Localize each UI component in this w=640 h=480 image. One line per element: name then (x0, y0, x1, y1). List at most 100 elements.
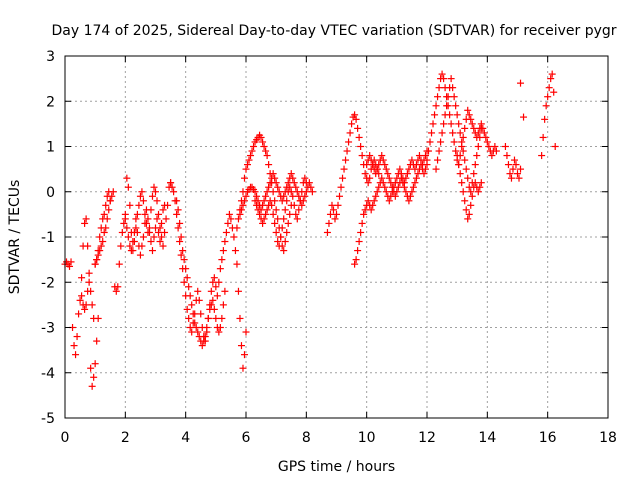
data-point (218, 314, 226, 322)
data-point (82, 215, 90, 223)
data-point (292, 183, 300, 191)
data-point (277, 233, 285, 241)
data-point (106, 197, 114, 205)
data-point (468, 192, 476, 200)
data-point (242, 192, 250, 200)
data-point (212, 283, 220, 291)
data-point (477, 179, 485, 187)
data-point (188, 301, 196, 309)
data-point (434, 156, 442, 164)
data-point (372, 170, 380, 178)
data-point (182, 265, 190, 273)
data-point (283, 197, 291, 205)
data-point (233, 260, 241, 268)
data-point (381, 161, 389, 169)
data-point (287, 170, 295, 178)
data-point (290, 201, 298, 209)
data-point (459, 133, 467, 141)
data-point (114, 283, 122, 291)
series-sdtvar_c (91, 174, 175, 295)
data-point (174, 206, 182, 214)
data-point (541, 115, 549, 123)
data-point (514, 170, 521, 178)
y-axis-label: SDTVAR / TECUs (7, 180, 23, 295)
data-point (382, 188, 390, 196)
data-point (109, 188, 117, 196)
data-point (405, 165, 413, 173)
data-point (370, 197, 378, 205)
data-point (159, 206, 167, 214)
data-point (367, 206, 375, 214)
data-point (403, 170, 411, 178)
series-sdtvar_f (173, 197, 229, 350)
data-point (173, 210, 181, 218)
data-point (168, 183, 176, 191)
data-point (440, 75, 448, 83)
data-point (476, 183, 484, 191)
data-point (155, 228, 163, 236)
data-point (331, 215, 339, 223)
series-sdtvar_m (423, 70, 500, 169)
data-point (152, 188, 159, 196)
data-point (207, 301, 215, 309)
data-point (452, 102, 460, 110)
data-point (183, 274, 191, 282)
data-point (117, 242, 125, 250)
data-point (97, 242, 105, 250)
data-point (209, 296, 217, 304)
x-tick-label: 18 (599, 430, 617, 446)
data-point (167, 179, 175, 187)
data-point (85, 269, 93, 277)
data-point (84, 242, 92, 250)
data-point (93, 256, 101, 264)
y-tick-label: 2 (46, 94, 55, 110)
data-point (351, 260, 359, 268)
data-point (364, 179, 372, 187)
data-point (307, 183, 315, 191)
x-tick-label: 6 (242, 430, 251, 446)
data-point (263, 152, 271, 160)
data-point (281, 206, 289, 214)
data-point (93, 337, 101, 345)
data-point (174, 224, 182, 232)
data-point (200, 337, 208, 345)
data-point (150, 233, 158, 241)
data-point (431, 111, 439, 119)
data-point (369, 161, 377, 169)
data-point (391, 192, 399, 200)
data-point (263, 188, 271, 196)
data-point (173, 197, 181, 205)
data-point (355, 238, 363, 246)
data-point (396, 165, 404, 173)
data-point (195, 333, 203, 341)
data-point (198, 342, 206, 350)
data-point (136, 251, 144, 259)
data-point (133, 210, 141, 218)
data-point (339, 174, 347, 182)
data-point (461, 124, 469, 132)
data-point (520, 113, 528, 121)
data-point (364, 197, 372, 205)
data-point (548, 70, 556, 78)
data-point (473, 152, 481, 160)
data-point (432, 102, 440, 110)
data-point (283, 228, 291, 236)
data-point (192, 324, 200, 331)
data-point (302, 179, 310, 187)
series-sdtvar_q (517, 79, 528, 121)
data-point (234, 215, 242, 223)
x-axis-label: GPS time / hours (278, 459, 395, 475)
data-point (259, 219, 267, 227)
series-sdtvar_o (453, 152, 485, 223)
data-point (292, 210, 300, 218)
data-point (459, 188, 467, 196)
data-point (239, 201, 247, 209)
data-point (420, 170, 428, 178)
data-point (179, 247, 187, 255)
data-point (272, 206, 280, 214)
data-point (361, 206, 369, 214)
data-point (462, 206, 470, 214)
data-point (281, 238, 289, 246)
data-point (124, 183, 132, 191)
data-point (183, 305, 191, 313)
